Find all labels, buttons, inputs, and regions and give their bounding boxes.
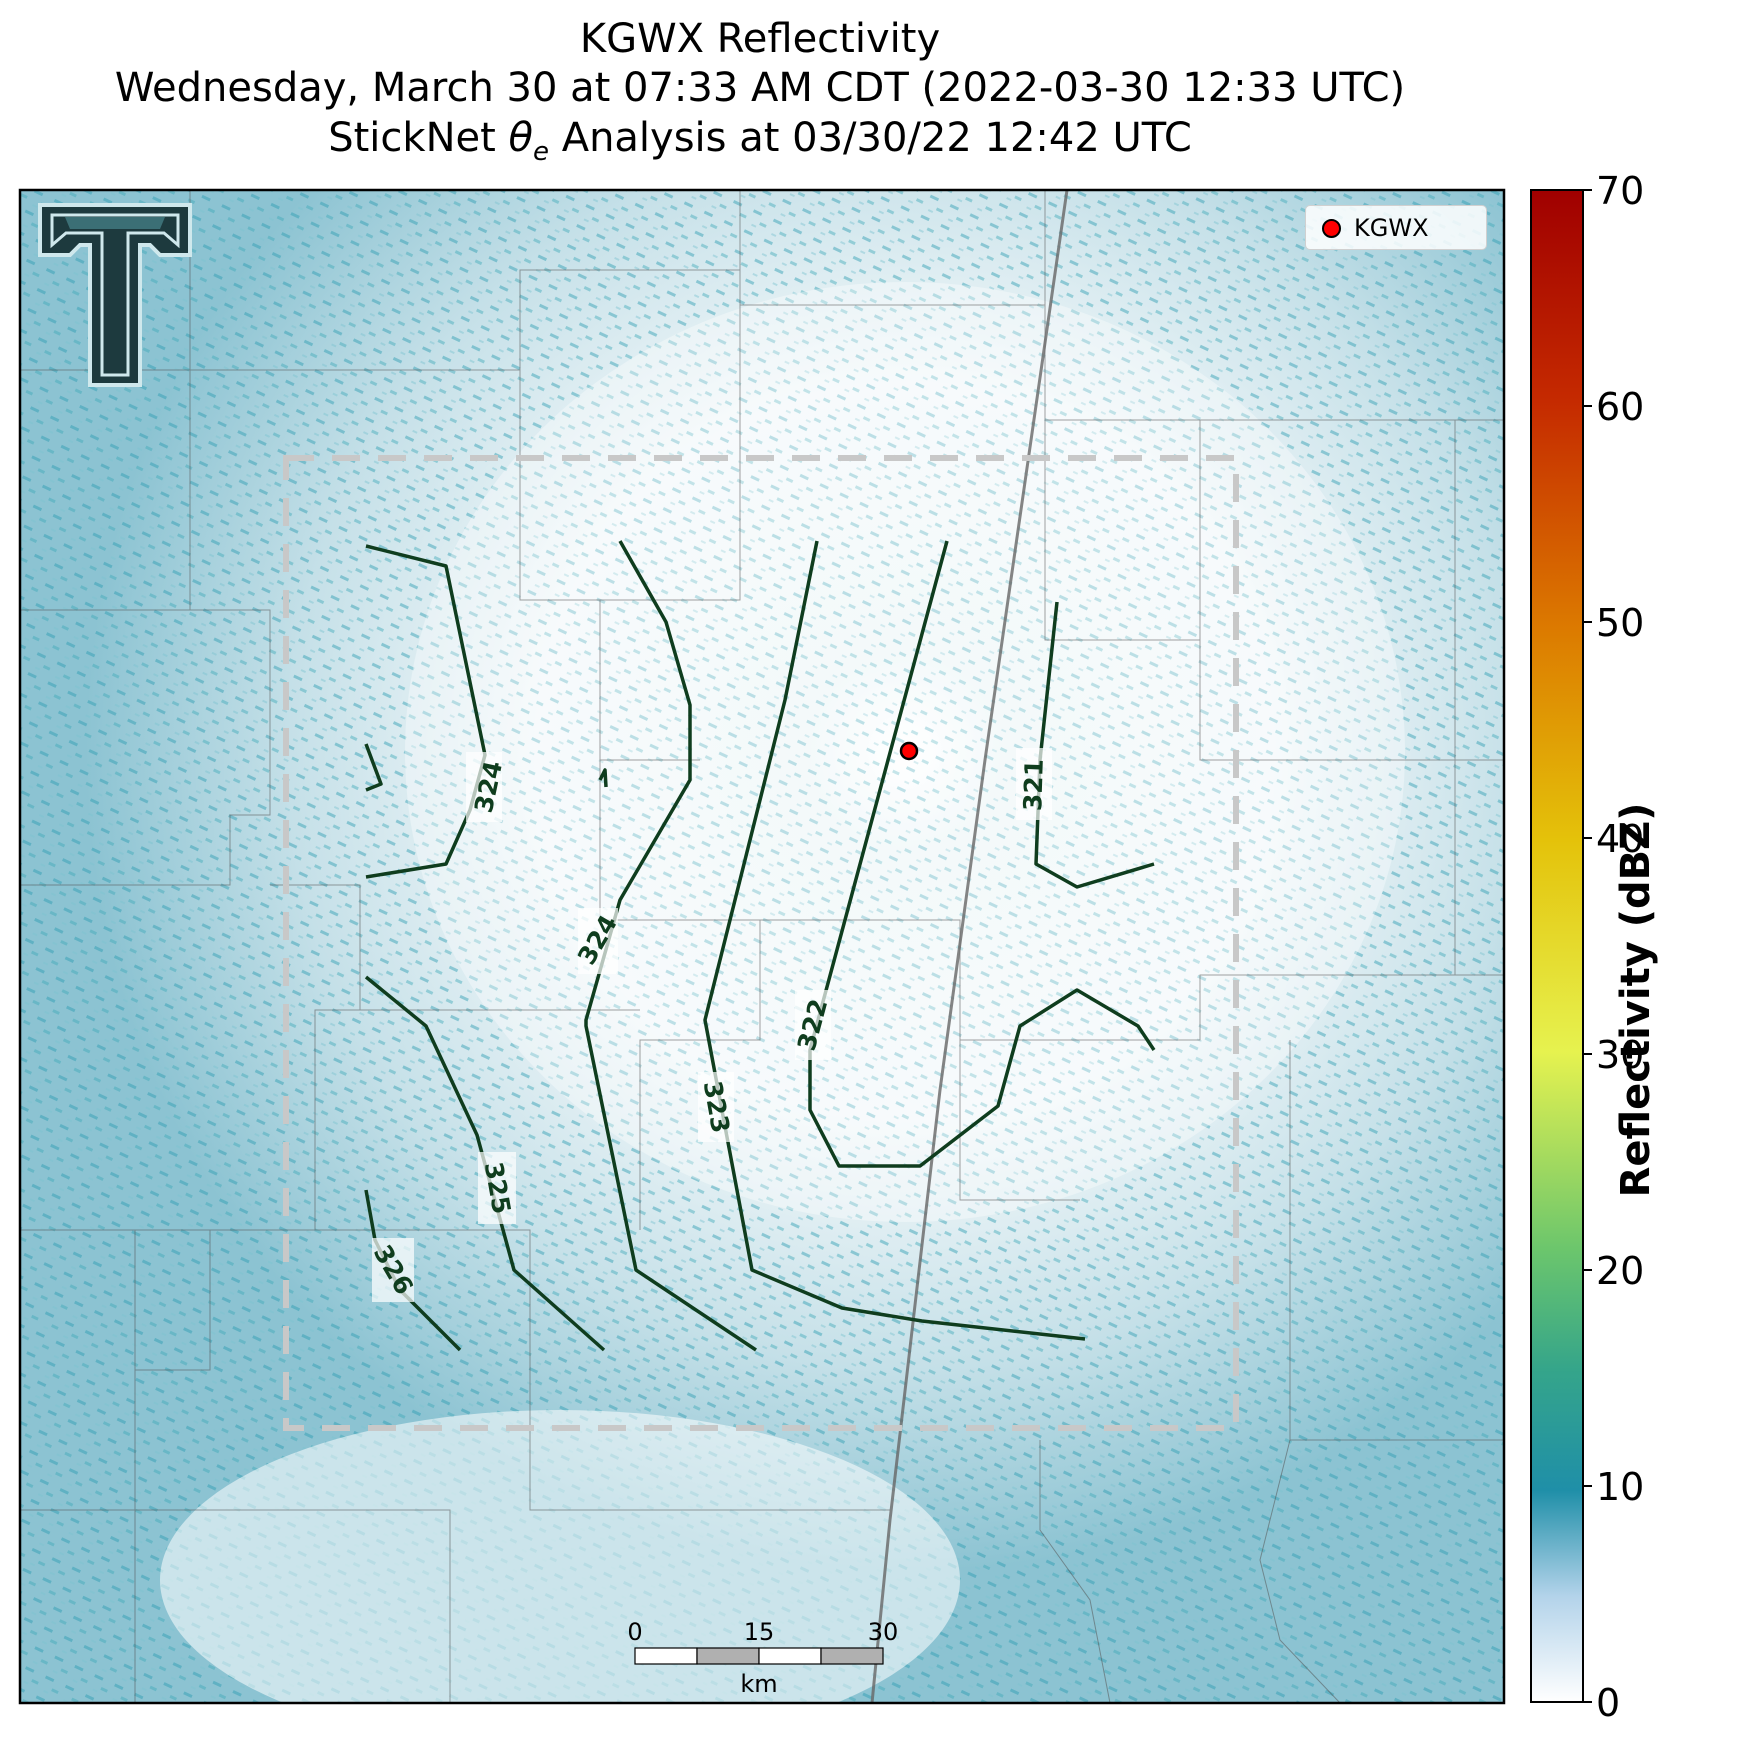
contour-324-center: [584, 540, 757, 1352]
legend-label: KGWX: [1354, 214, 1429, 242]
contour-324-small: [598, 768, 608, 788]
colorbar-tick-20: 20: [1596, 1249, 1644, 1293]
contour-322: [808, 540, 1156, 1168]
contour-325: [364, 975, 606, 1352]
scale-bar: 0 15 30 km: [627, 1618, 898, 1698]
scale-unit: km: [740, 1670, 777, 1698]
contour-324-west-hook: [364, 743, 383, 792]
theta-e-contours: [364, 540, 1156, 1352]
analysis-domain-box: [283, 455, 1239, 1431]
contour-323: [703, 540, 1086, 1341]
southern-clear-zone: [160, 1410, 960, 1703]
colorbar-ticks: [1583, 189, 1592, 1703]
title-line-3: StickNet θe Analysis at 03/30/22 12:42 U…: [328, 115, 1192, 167]
colorbar-tick-30: 30: [1596, 1033, 1644, 1077]
legend: KGWX: [1305, 205, 1487, 250]
contour-label-321: 321: [1018, 758, 1049, 811]
scale-tick-30: 30: [868, 1618, 899, 1646]
colorbar-tick-50: 50: [1596, 601, 1644, 645]
contour-321: [1034, 601, 1155, 889]
colorbar-tick-0: 0: [1596, 1681, 1620, 1725]
kgwx-radar-site-marker: [899, 741, 919, 761]
colorbar-tick-70: 70: [1596, 169, 1644, 213]
colorbar-label: Reflectivity (dBZ): [1613, 802, 1659, 1198]
colorbar-tick-10: 10: [1596, 1465, 1644, 1509]
title-line-2: Wednesday, March 30 at 07:33 AM CDT (202…: [114, 65, 1406, 111]
title-line-1: KGWX Reflectivity: [579, 16, 941, 62]
colorbar: [1530, 189, 1584, 1703]
colorbar-tick-60: 60: [1596, 385, 1644, 429]
legend-marker-icon: [1322, 219, 1341, 238]
scale-tick-15: 15: [744, 1618, 775, 1646]
scale-tick-0: 0: [627, 1618, 642, 1646]
colorbar-tick-40: 40: [1596, 817, 1644, 861]
map-frame: [18, 188, 1506, 1705]
texas-tech-logo: [38, 203, 192, 387]
highway-line: [870, 190, 1069, 1703]
